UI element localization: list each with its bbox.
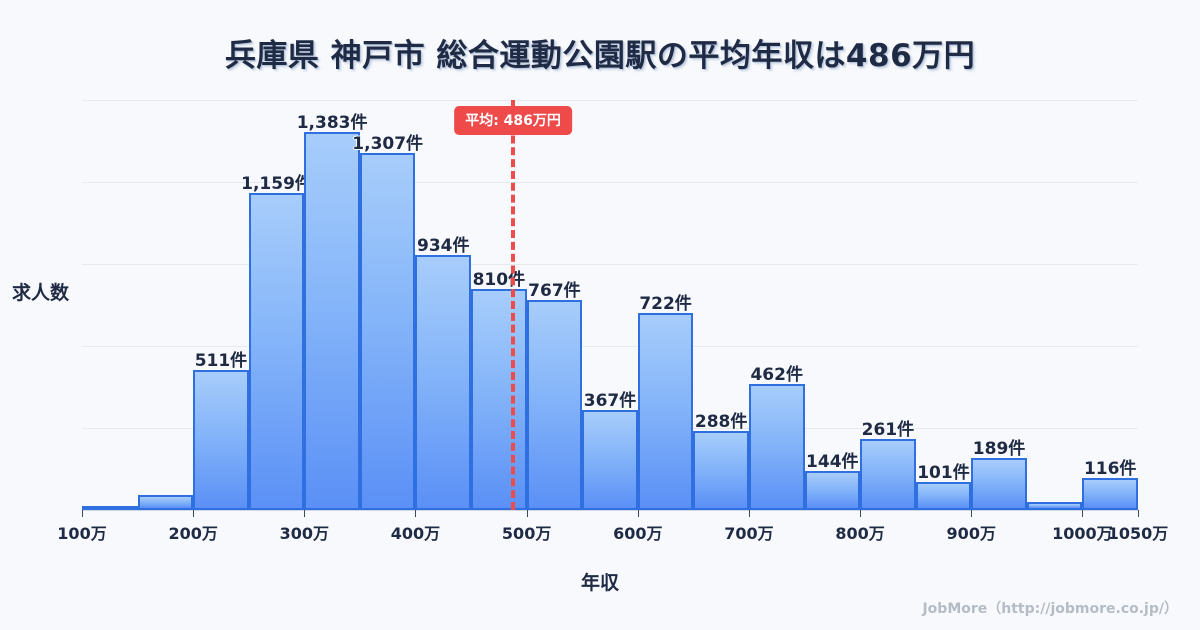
bar[interactable] <box>860 438 916 510</box>
bar[interactable] <box>471 288 527 510</box>
bar[interactable] <box>1082 478 1138 510</box>
gridline <box>82 264 1138 265</box>
x-axis-tick-label: 800万 <box>835 524 885 543</box>
bar[interactable] <box>193 370 249 510</box>
gridline <box>82 100 1138 101</box>
gridline <box>82 346 1138 347</box>
bar[interactable] <box>304 131 360 510</box>
x-axis-tick-label: 600万 <box>613 524 663 543</box>
x-axis-tick-label: 200万 <box>168 524 218 543</box>
plot-area: 511件 1,159件 1,383件 1,307件 934件 810件 767件 367件 72… <box>82 100 1138 510</box>
bar[interactable] <box>1026 501 1083 510</box>
bar-value-label: 1,383件 <box>296 112 368 133</box>
bar[interactable] <box>248 193 305 510</box>
bar-value-label: 189件 <box>972 439 1026 460</box>
bar-value-label: 288件 <box>694 412 748 433</box>
bar-value-label: 462件 <box>750 364 803 385</box>
bar[interactable] <box>748 383 805 510</box>
bar-value-label: 1,307件 <box>352 133 424 154</box>
x-axis-tick <box>526 510 528 517</box>
bar-value-label: 144件 <box>806 451 859 472</box>
bar-value-label: 367件 <box>583 390 637 411</box>
x-axis-tick <box>1082 510 1084 517</box>
average-badge: 平均: 486万円 <box>454 106 572 135</box>
bar[interactable] <box>359 152 416 510</box>
bar[interactable] <box>526 300 583 510</box>
average-line <box>511 100 516 510</box>
x-axis-tick-label: 500万 <box>501 524 552 543</box>
x-axis-tick-label: 400万 <box>390 524 441 543</box>
bar[interactable] <box>915 482 972 510</box>
x-axis-tick-label: 1000万 <box>1052 524 1113 543</box>
x-axis-tick-label: 700万 <box>724 524 774 543</box>
x-axis-tick <box>971 510 973 517</box>
x-axis-tick-label: 100万 <box>57 524 107 543</box>
bar-value-label: 511件 <box>194 351 248 372</box>
x-axis-tick <box>860 510 862 517</box>
x-axis-tick <box>304 510 306 517</box>
x-axis-tick-label: 900万 <box>946 524 996 543</box>
bar[interactable] <box>693 431 749 510</box>
bar[interactable] <box>582 409 638 510</box>
bar[interactable] <box>82 506 138 510</box>
bar-value-label: 934件 <box>417 235 470 256</box>
x-axis-tick <box>415 510 417 517</box>
x-axis-tick <box>193 510 195 517</box>
gridline <box>82 182 1138 183</box>
bar[interactable] <box>415 254 472 510</box>
x-axis-baseline <box>82 510 1138 511</box>
x-axis-tick <box>637 510 639 517</box>
bar-value-label: 722件 <box>639 293 692 314</box>
bar[interactable] <box>637 312 694 510</box>
footer-credit: JobMore（http://jobmore.co.jp/） <box>922 601 1178 617</box>
x-axis-tick <box>82 510 83 517</box>
bar-value-label: 101件 <box>917 463 970 484</box>
bar[interactable] <box>971 458 1027 510</box>
bar-value-label: 261件 <box>861 419 915 440</box>
bar-value-label: 767件 <box>528 281 581 302</box>
x-axis-tick-label: 1050万 <box>1107 524 1169 543</box>
bar[interactable] <box>804 470 861 510</box>
x-axis-title: 年収 <box>580 572 619 594</box>
chart-title: 兵庫県 神戸市 総合運動公園駅の平均年収は486万円 <box>224 38 976 74</box>
y-axis-title: 求人数 <box>12 282 70 304</box>
x-axis-tick <box>1138 510 1139 517</box>
bar[interactable] <box>137 494 194 510</box>
x-axis-tick-label: 300万 <box>279 524 330 543</box>
bar-value-label: 1,159件 <box>241 174 312 195</box>
x-axis-tick <box>748 510 750 517</box>
bar-value-label: 116件 <box>1083 459 1137 480</box>
